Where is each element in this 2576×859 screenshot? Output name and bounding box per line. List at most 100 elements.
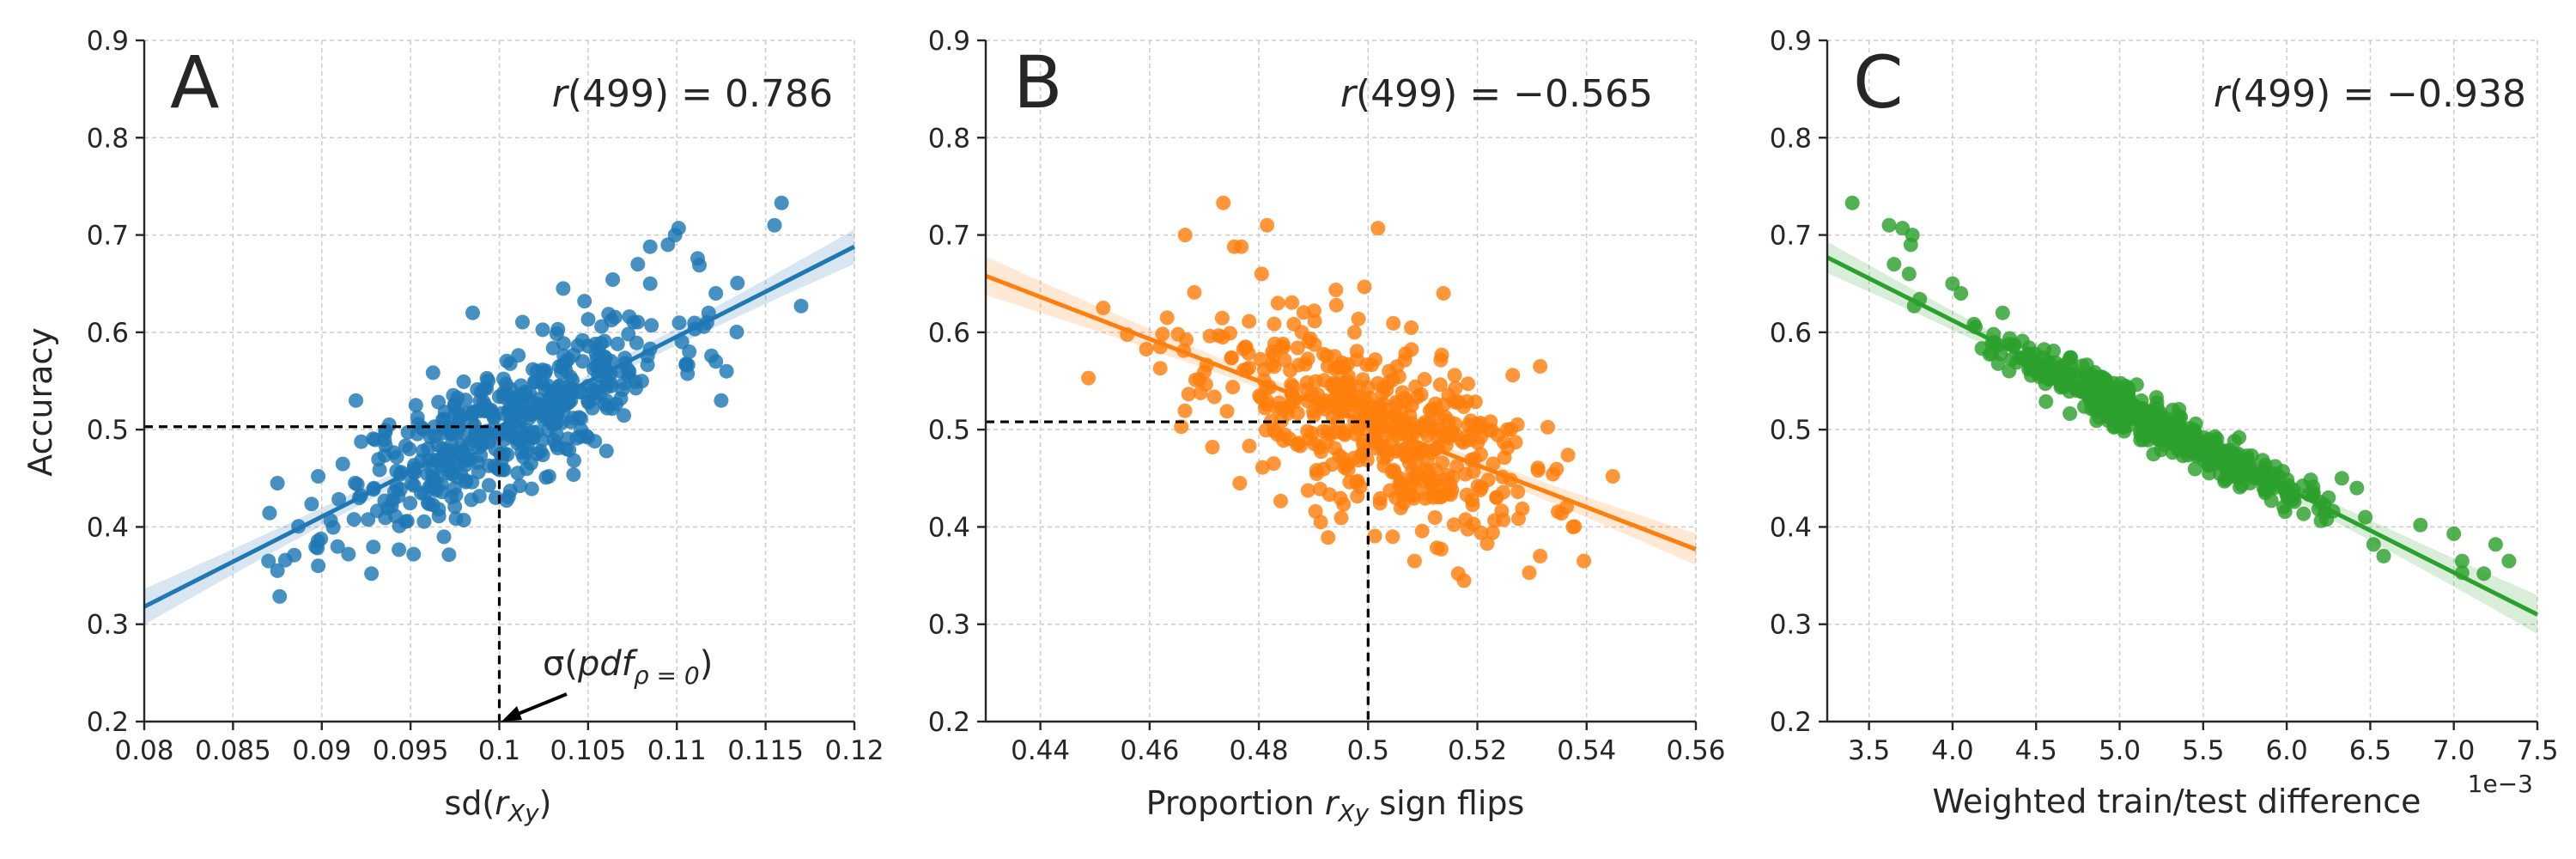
data-point bbox=[516, 449, 532, 465]
data-point bbox=[1096, 301, 1111, 315]
data-point bbox=[1299, 375, 1315, 390]
data-point bbox=[372, 462, 387, 478]
x-tick-label: 0.12 bbox=[824, 735, 884, 766]
data-point bbox=[425, 365, 440, 381]
data-point bbox=[671, 315, 687, 331]
data-point bbox=[323, 513, 338, 528]
data-point bbox=[2349, 480, 2365, 496]
data-point bbox=[425, 497, 440, 513]
data-point bbox=[2358, 509, 2373, 525]
data-point bbox=[1474, 480, 1489, 495]
data-point bbox=[1484, 423, 1499, 438]
x-tick-label: 5.5 bbox=[2182, 735, 2224, 766]
data-point bbox=[642, 239, 658, 254]
data-point bbox=[1369, 405, 1384, 421]
data-point bbox=[1206, 389, 1222, 405]
data-point bbox=[1297, 356, 1313, 372]
data-point bbox=[1270, 295, 1285, 311]
data-point bbox=[1500, 422, 1515, 437]
data-point bbox=[2038, 394, 2054, 409]
data-point bbox=[1307, 303, 1321, 319]
data-point bbox=[1500, 440, 1516, 455]
data-point bbox=[364, 566, 380, 582]
data-point bbox=[1224, 350, 1239, 366]
y-tick-label: 0.2 bbox=[87, 707, 129, 738]
data-point bbox=[1340, 456, 1355, 472]
sigma-annotation: σ(pdfρ = 0) bbox=[543, 644, 713, 690]
data-point bbox=[406, 546, 422, 562]
data-point bbox=[1485, 456, 1501, 472]
data-point bbox=[467, 417, 483, 433]
data-point bbox=[580, 395, 596, 411]
data-point bbox=[1274, 401, 1289, 417]
y-tick-label: 0.2 bbox=[928, 707, 970, 738]
data-point bbox=[1485, 525, 1500, 540]
data-point bbox=[2187, 461, 2202, 477]
data-point bbox=[577, 294, 592, 309]
data-point bbox=[1370, 221, 1386, 236]
data-point bbox=[613, 391, 629, 406]
data-point bbox=[1234, 239, 1249, 254]
data-point bbox=[511, 348, 526, 363]
data-point bbox=[605, 272, 621, 287]
data-point bbox=[1170, 326, 1186, 342]
data-point bbox=[586, 382, 601, 398]
data-point bbox=[2212, 466, 2227, 482]
x-tick-label: 7.0 bbox=[2433, 735, 2475, 766]
data-point bbox=[1464, 492, 1479, 508]
data-point bbox=[1404, 415, 1419, 430]
data-point bbox=[708, 286, 724, 301]
data-point bbox=[524, 481, 539, 497]
y-tick-label: 0.4 bbox=[1770, 512, 1812, 543]
data-point bbox=[410, 426, 425, 442]
data-point bbox=[304, 497, 319, 512]
data-point bbox=[708, 354, 724, 369]
data-point bbox=[1312, 440, 1327, 455]
data-point bbox=[1437, 410, 1453, 424]
data-point bbox=[2075, 358, 2090, 374]
data-point bbox=[416, 514, 432, 529]
data-point bbox=[1285, 295, 1300, 310]
data-point bbox=[1385, 529, 1400, 545]
data-point bbox=[311, 469, 326, 484]
data-point bbox=[484, 405, 500, 420]
x-tick-label: 0.09 bbox=[292, 735, 351, 766]
data-point bbox=[403, 496, 418, 511]
data-point bbox=[2366, 537, 2381, 552]
data-point bbox=[1886, 257, 1902, 272]
data-point bbox=[1372, 490, 1388, 506]
data-point bbox=[2201, 452, 2216, 467]
data-point bbox=[1433, 490, 1449, 505]
data-point bbox=[1300, 423, 1315, 439]
data-point bbox=[458, 393, 473, 408]
data-point bbox=[471, 465, 486, 479]
panel-label: B bbox=[1013, 40, 1063, 125]
data-point bbox=[277, 552, 293, 568]
y-tick-label: 0.3 bbox=[1770, 610, 1812, 641]
data-point bbox=[406, 478, 422, 493]
data-point bbox=[447, 499, 463, 515]
x-tick-label: 0.095 bbox=[373, 735, 449, 766]
data-point bbox=[1577, 553, 1592, 569]
annotation-arrow bbox=[501, 692, 568, 722]
data-point bbox=[496, 371, 511, 387]
data-point bbox=[1953, 286, 1969, 301]
data-point bbox=[1273, 493, 1288, 509]
regression-line bbox=[1826, 255, 2539, 617]
data-point bbox=[425, 469, 440, 484]
x-tick-label: 6.5 bbox=[2349, 735, 2391, 766]
data-point bbox=[630, 257, 646, 272]
data-point bbox=[1995, 305, 2010, 320]
data-point bbox=[1399, 449, 1414, 464]
data-point bbox=[1300, 483, 1315, 498]
data-point bbox=[427, 419, 442, 435]
data-point bbox=[605, 401, 620, 417]
data-point bbox=[2054, 377, 2069, 393]
data-point bbox=[1320, 358, 1335, 374]
data-point bbox=[1223, 326, 1237, 341]
data-point bbox=[1446, 517, 1461, 533]
data-point bbox=[341, 546, 356, 562]
data-point bbox=[464, 492, 479, 508]
data-point bbox=[473, 448, 489, 463]
data-point bbox=[1881, 217, 1897, 233]
